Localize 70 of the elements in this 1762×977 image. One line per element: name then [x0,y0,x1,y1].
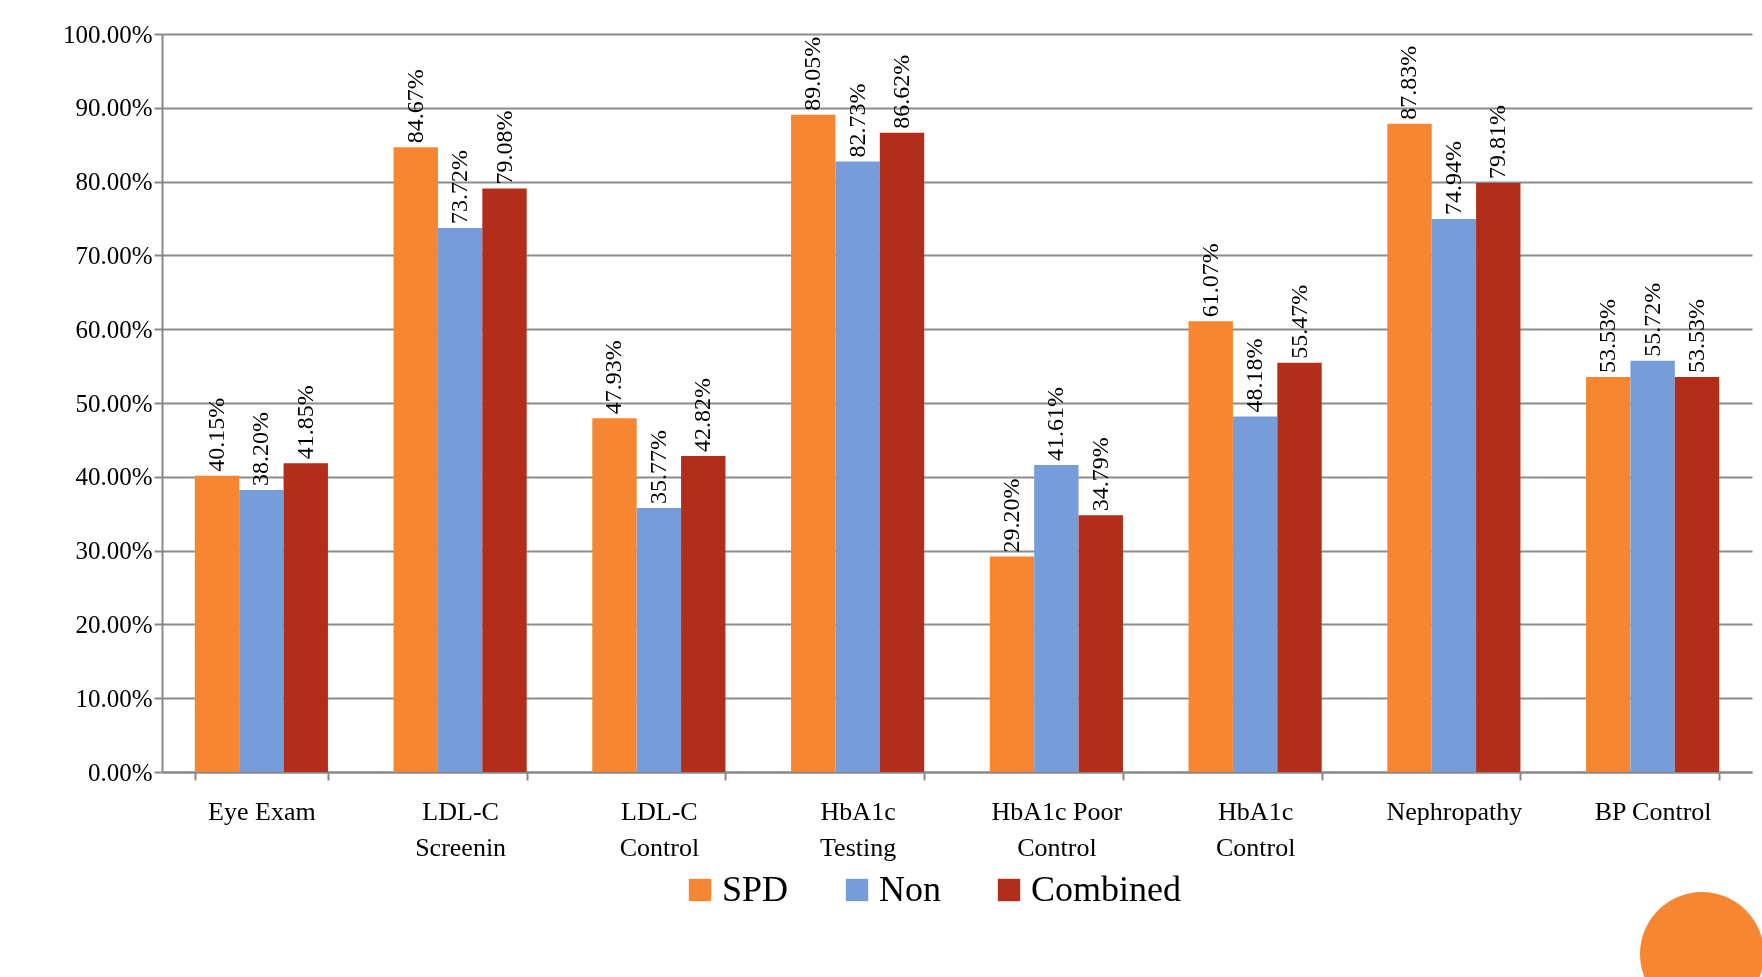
data-label: 87.83% [1395,45,1422,120]
bar [1586,376,1631,772]
bar [393,147,438,772]
bar [1188,321,1233,772]
bar [681,455,726,772]
bar [194,475,240,772]
bar [636,508,682,772]
data-label: 48.18% [1241,338,1268,413]
data-label: 86.62% [888,54,915,129]
bar [1674,376,1720,772]
bar [835,161,880,772]
x-tick-label: LDL-C Control [619,796,700,862]
bar [1431,218,1477,772]
bar [239,490,284,772]
x-tick-label: Nephropathy [1386,796,1523,826]
x-tick-label: LDL-C Screenin [415,796,507,862]
y-tick-label: 10.00% [75,684,153,712]
data-label: 38.20% [247,412,274,487]
bar [1476,183,1521,772]
data-label: 29.20% [997,478,1024,553]
bar [283,463,328,772]
data-label: 40.15% [202,397,229,472]
legend-label: Combined [1031,869,1181,909]
bar [592,418,637,772]
bar [1630,360,1675,772]
data-label: 35.77% [644,430,671,505]
data-label: 89.05% [799,36,826,111]
data-label: 82.73% [843,83,870,158]
data-label: 41.85% [291,385,318,460]
data-label: 53.53% [1594,298,1621,373]
data-label: 79.08% [490,110,517,185]
data-label: 74.94% [1439,140,1466,215]
x-tick-label: HbA1c Control [1215,796,1296,862]
legend-label: Non [879,869,941,909]
data-label: 79.81% [1484,105,1511,179]
data-label: 55.72% [1638,282,1665,357]
bar [879,132,925,772]
legend-label: SPD [722,869,789,909]
y-tick-label: 30.00% [75,537,153,565]
y-tick-label: 60.00% [75,315,153,343]
bar [482,188,527,772]
y-tick-label: 20.00% [75,610,153,638]
data-label: 55.47% [1285,284,1312,359]
bar [1277,362,1322,772]
data-label: 73.72% [446,149,473,224]
y-tick-label: 90.00% [75,94,153,122]
x-tick-label: BP Control [1594,796,1712,826]
x-tick-label: Eye Exam [208,796,316,826]
y-tick-label: 0.00% [87,758,153,786]
y-tick-label: 50.00% [75,389,153,417]
x-tick-label: HbA1c Testing [820,796,897,862]
bar [989,556,1035,772]
bar [791,114,836,772]
data-label: 53.53% [1683,298,1710,373]
data-label: 84.67% [401,69,428,144]
x-tick-label: HbA1c Poor Control [991,796,1123,862]
y-tick-label: 70.00% [75,241,153,269]
y-tick-label: 40.00% [75,463,153,491]
y-tick-label: 100.00% [62,20,153,48]
y-tick-label: 80.00% [75,168,153,196]
data-label: 61.07% [1196,243,1223,318]
data-label: 47.93% [600,340,627,415]
bar [1078,515,1123,772]
data-label: 34.79% [1086,437,1113,512]
data-label: 42.82% [689,377,716,452]
bar [1034,464,1079,772]
bar [1232,416,1278,772]
bar [1387,123,1432,772]
bar [437,227,483,772]
data-label: 41.61% [1042,386,1069,461]
